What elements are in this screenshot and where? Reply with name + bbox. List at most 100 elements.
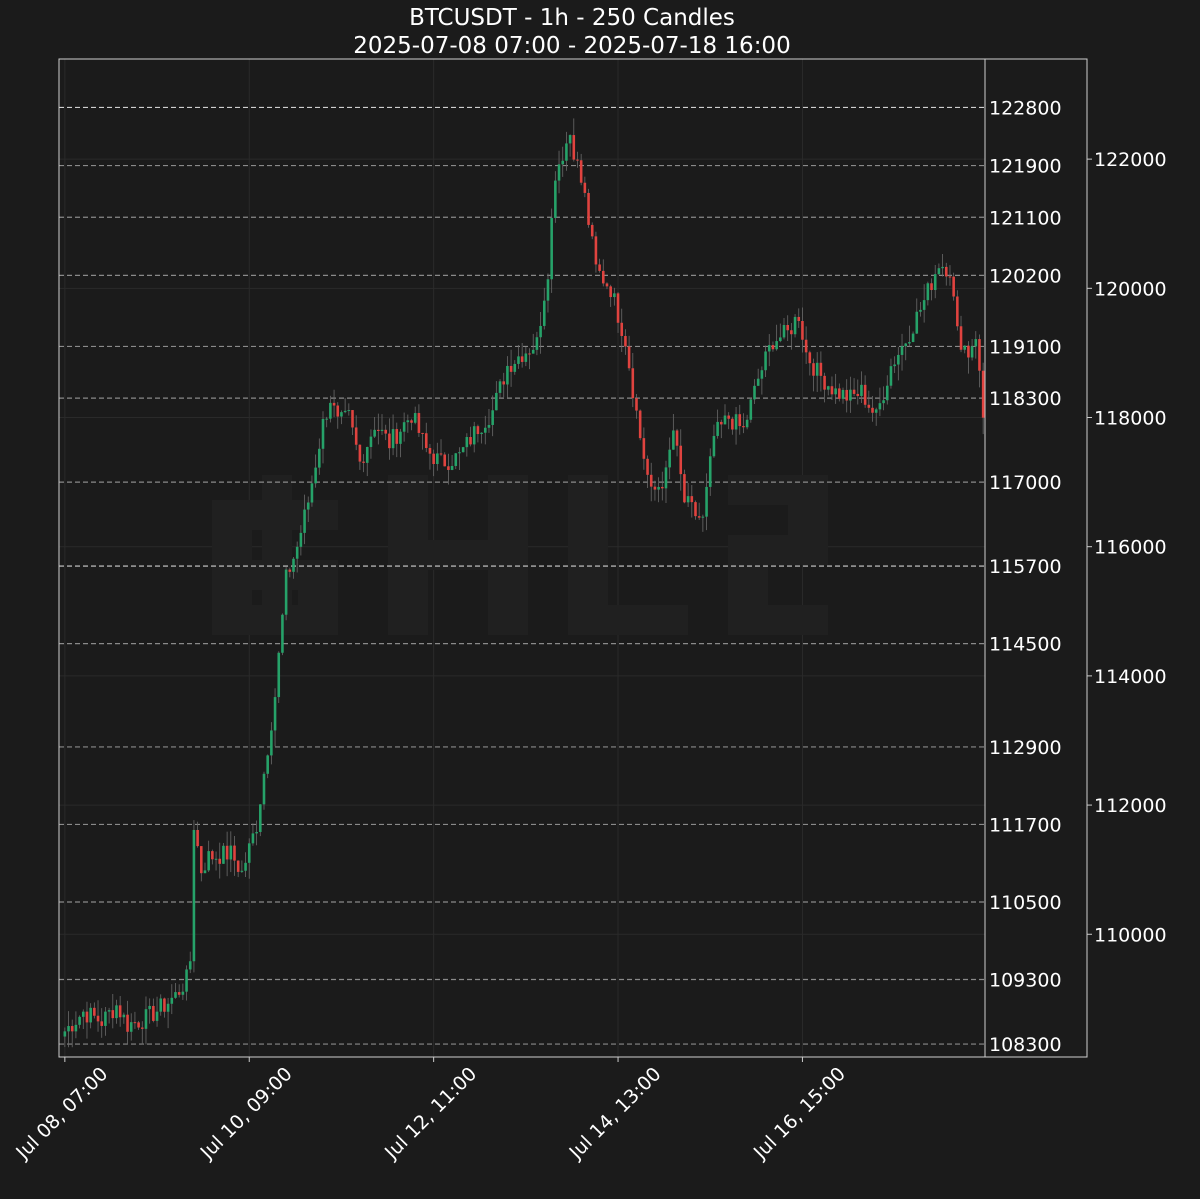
candle-body bbox=[192, 829, 196, 962]
level-label: 110500 bbox=[989, 892, 1062, 914]
y-tick-label: 118000 bbox=[1094, 408, 1167, 430]
level-axis-frame bbox=[984, 58, 1088, 1058]
candle-body bbox=[967, 345, 970, 358]
candle-body bbox=[399, 431, 402, 444]
candle-body bbox=[177, 992, 181, 995]
candle-body bbox=[565, 143, 568, 161]
candle-body bbox=[159, 998, 163, 1012]
candle-body bbox=[948, 276, 952, 278]
level-axis: 122800 121900 121100 120200 119100 118300 1170… bbox=[989, 97, 1062, 1056]
candle-body bbox=[137, 1022, 140, 1028]
candle-body bbox=[200, 846, 203, 874]
candle-body bbox=[377, 429, 380, 432]
candle-body bbox=[815, 362, 819, 376]
candle-body bbox=[318, 448, 321, 468]
candle-body bbox=[672, 430, 675, 450]
candle-body bbox=[520, 356, 524, 362]
candle-body bbox=[819, 362, 823, 376]
candle-body bbox=[845, 389, 848, 401]
y-tick-label: 114000 bbox=[1094, 666, 1167, 688]
price-axis: 110000 112000 114000 116000 118000 120000 1220… bbox=[1087, 149, 1167, 946]
candle-body bbox=[930, 283, 933, 291]
candle-body bbox=[270, 730, 273, 756]
candle-body bbox=[826, 386, 830, 390]
candle-body bbox=[203, 870, 207, 874]
candle-body bbox=[174, 992, 177, 998]
candle-body bbox=[480, 432, 483, 435]
candle-body bbox=[170, 997, 174, 1004]
candle-body bbox=[111, 1010, 115, 1019]
candle-body bbox=[723, 415, 727, 425]
candle-body bbox=[104, 1011, 107, 1026]
candle-body bbox=[531, 349, 535, 354]
y-tick-label: 116000 bbox=[1094, 537, 1167, 559]
candle-body bbox=[133, 1022, 137, 1024]
candle-body bbox=[812, 363, 815, 376]
candle-body bbox=[314, 467, 317, 484]
candle-body bbox=[273, 697, 277, 731]
level-label: 118300 bbox=[989, 388, 1062, 410]
candle-body bbox=[439, 453, 443, 455]
candle-body bbox=[760, 370, 764, 379]
candle-body bbox=[487, 424, 491, 428]
candle-body bbox=[395, 429, 399, 444]
candle-body bbox=[804, 339, 808, 353]
candle-body bbox=[756, 378, 760, 386]
candle-body bbox=[797, 316, 801, 322]
candle-body bbox=[605, 283, 609, 287]
level-label: 120200 bbox=[989, 265, 1062, 287]
candle-body bbox=[222, 845, 225, 864]
candle-body bbox=[443, 454, 446, 467]
candle-body bbox=[229, 845, 233, 860]
candle-body bbox=[67, 1026, 70, 1032]
candle-body bbox=[638, 410, 642, 439]
candle-body bbox=[775, 341, 778, 350]
candle-body bbox=[542, 300, 546, 326]
candle-body bbox=[144, 1009, 148, 1029]
candle-body bbox=[450, 465, 454, 470]
candle-body bbox=[107, 1010, 111, 1012]
candle-body bbox=[295, 546, 299, 559]
candle-body bbox=[598, 264, 601, 271]
level-label: 109300 bbox=[989, 969, 1062, 991]
candle-body bbox=[517, 356, 520, 364]
candle-body bbox=[657, 486, 660, 490]
candle-body bbox=[720, 421, 723, 425]
candle-body bbox=[351, 410, 354, 428]
candle-body bbox=[196, 829, 199, 847]
candle-body bbox=[329, 402, 332, 419]
candle-body bbox=[310, 483, 314, 503]
candle-body bbox=[554, 180, 557, 218]
candle-body bbox=[299, 532, 303, 547]
candle-body bbox=[668, 449, 671, 468]
candle-body bbox=[528, 353, 531, 355]
candle-body bbox=[649, 474, 653, 487]
candle-body bbox=[100, 1021, 104, 1026]
candle-body bbox=[694, 502, 697, 517]
candle-body bbox=[631, 368, 635, 399]
candle-body bbox=[469, 436, 472, 445]
candle-body bbox=[863, 384, 867, 405]
candle-body bbox=[679, 445, 683, 475]
candle-body bbox=[483, 427, 487, 433]
candle-body bbox=[941, 266, 944, 269]
candle-body bbox=[502, 381, 506, 385]
candle-body bbox=[583, 182, 587, 193]
candle-body bbox=[878, 403, 882, 410]
candle-body bbox=[211, 851, 214, 860]
candle-body bbox=[255, 831, 258, 834]
candle-body bbox=[321, 418, 325, 449]
candle-body bbox=[288, 569, 292, 572]
candles bbox=[63, 118, 985, 1048]
candle-body bbox=[244, 862, 247, 871]
candle-body bbox=[808, 352, 812, 364]
candle-body bbox=[801, 321, 804, 340]
candle-body bbox=[933, 274, 937, 291]
candle-body bbox=[587, 192, 590, 225]
candle-body bbox=[712, 435, 716, 457]
level-label: 111700 bbox=[989, 814, 1062, 836]
candle-body bbox=[188, 961, 192, 970]
candle-body bbox=[181, 991, 185, 995]
candle-body bbox=[78, 1016, 81, 1025]
candle-body bbox=[963, 345, 967, 350]
